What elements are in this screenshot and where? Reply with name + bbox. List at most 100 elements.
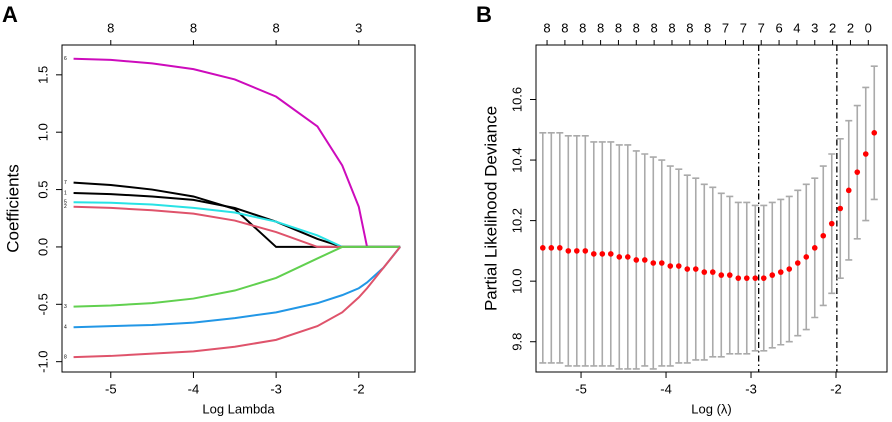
x-tick-label: -5 [575,381,587,396]
x-tick-label: -4 [188,381,200,396]
cv-point [701,269,708,275]
top-tick-label: 8 [615,20,622,35]
coefficient-path [73,246,401,359]
x-tick-label: -3 [270,381,282,396]
coefficient-path [73,192,401,248]
cv-point [828,220,835,227]
x-tick-label: -2 [830,381,842,396]
y-tick-label: 10.4 [509,147,524,172]
y-tick-label: 0.0 [35,238,50,256]
top-tick-label: 7 [740,20,747,35]
panel-label: B [476,2,492,27]
cv-point [726,272,733,278]
top-tick-label: 8 [704,20,711,35]
path-label: 8 [64,354,67,360]
cv-point [590,251,597,257]
y-tick-label: 1.0 [35,123,50,141]
x-tick-label: -3 [745,381,757,396]
cv-point [539,245,546,251]
cv-point [803,254,810,260]
cv-point [692,266,699,272]
top-tick-label: 3 [355,20,362,35]
cv-point [845,187,852,194]
cv-point [624,254,631,260]
y-tick-label: 0.5 [35,181,50,199]
cv-point [565,248,572,254]
top-tick-label: 8 [651,20,658,35]
top-tick-label: 2 [829,20,836,35]
top-tick-label: 8 [561,20,568,35]
x-axis-label: Log Lambda [202,401,275,416]
top-tick-label: 4 [793,20,800,35]
cv-point [607,251,614,257]
top-tick-label: 8 [686,20,693,35]
path-label: 7 [64,180,67,186]
cv-point [752,275,759,281]
top-tick-label: 8 [272,20,279,35]
coefficient-path [73,181,401,248]
coefficient-path [73,57,401,248]
cv-point [777,269,784,275]
cv-point [548,245,555,251]
cv-point [633,257,640,263]
cv-point [616,254,623,260]
top-tick-label: 6 [775,20,782,35]
cv-point [667,263,674,269]
top-tick-label: 8 [543,20,550,35]
path-label: 4 [64,325,67,331]
x-tick-label: -2 [353,381,365,396]
y-tick-label: 10.0 [509,269,524,294]
cv-point [743,275,750,281]
y-tick-label: -0.5 [35,293,50,315]
top-tick-label: 8 [107,20,114,35]
cv-point [641,257,648,263]
path-label: 1 [64,190,67,196]
x-tick-label: -4 [660,381,672,396]
cv-point [837,205,844,212]
top-tick-label: 8 [597,20,604,35]
cv-point [854,169,861,175]
top-tick-label: 8 [633,20,640,35]
top-tick-label: 8 [579,20,586,35]
top-tick-label: 3 [811,20,818,35]
x-tick-label: -5 [105,381,117,396]
cv-point [556,245,563,251]
cv-point [599,251,606,257]
cv-point [820,232,827,239]
coefficient-path [73,245,401,308]
cv-point [650,260,657,266]
top-tick-label: 0 [865,20,872,35]
y-tick-label: 10.2 [509,208,524,233]
cv-point [811,245,818,251]
y-tick-label: 1.5 [35,66,50,84]
cv-point [582,248,589,254]
cv-point [718,272,725,278]
path-label: 5 [64,200,67,206]
cv-point [709,269,716,275]
y-tick-label: 9.8 [509,333,524,351]
cv-point [769,272,776,278]
plot-box [61,44,416,373]
x-axis-label: Log (λ) [691,401,731,416]
path-label: 3 [64,304,67,310]
cv-point [675,263,682,269]
top-tick-label: 8 [668,20,675,35]
top-tick-label: 8 [190,20,197,35]
panel-label: A [2,2,18,27]
y-tick-label: 10.6 [509,87,524,112]
cv-point [573,248,580,254]
cv-point [760,275,767,281]
y-axis-label: Partial Likelihood Deviance [481,106,500,311]
top-tick-label: 7 [758,20,765,35]
cv-point [658,260,665,266]
top-tick-label: 2 [847,20,854,35]
cv-point [684,266,691,272]
coefficient-path [73,246,401,329]
cv-point [862,151,869,157]
path-label: 2 [64,204,67,210]
y-tick-label: -1.0 [35,350,50,372]
top-tick-label: 7 [722,20,729,35]
cv-point [735,275,742,281]
cv-point [794,260,801,266]
